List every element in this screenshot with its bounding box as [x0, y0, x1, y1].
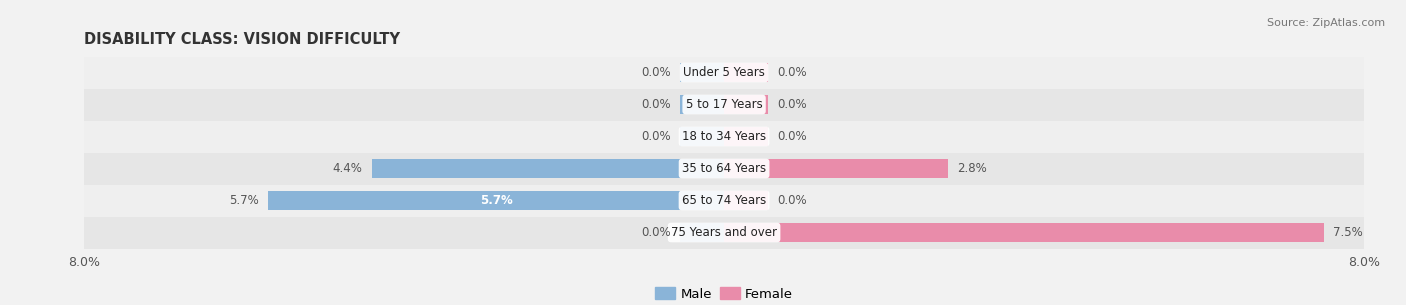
Bar — [84, 152, 1364, 185]
Bar — [269, 191, 724, 210]
Bar — [681, 127, 724, 146]
Bar — [681, 95, 724, 114]
Bar — [84, 217, 1364, 249]
Text: 5 to 17 Years: 5 to 17 Years — [686, 98, 762, 111]
Text: 65 to 74 Years: 65 to 74 Years — [682, 194, 766, 207]
Text: 0.0%: 0.0% — [641, 130, 671, 143]
Text: 7.5%: 7.5% — [1333, 226, 1364, 239]
Text: 4.4%: 4.4% — [333, 162, 363, 175]
Bar — [373, 159, 724, 178]
Text: 0.0%: 0.0% — [778, 194, 807, 207]
Legend: Male, Female: Male, Female — [650, 282, 799, 305]
Text: 0.0%: 0.0% — [778, 130, 807, 143]
Bar — [681, 223, 724, 242]
Text: 5.7%: 5.7% — [479, 194, 513, 207]
Text: Source: ZipAtlas.com: Source: ZipAtlas.com — [1267, 18, 1385, 28]
Text: DISABILITY CLASS: VISION DIFFICULTY: DISABILITY CLASS: VISION DIFFICULTY — [84, 32, 401, 47]
Bar — [84, 88, 1364, 120]
Text: 75 Years and over: 75 Years and over — [671, 226, 778, 239]
Text: 0.0%: 0.0% — [778, 66, 807, 79]
Text: 35 to 64 Years: 35 to 64 Years — [682, 162, 766, 175]
Bar — [724, 63, 768, 82]
Bar — [724, 191, 768, 210]
Bar — [724, 159, 948, 178]
Text: 0.0%: 0.0% — [778, 98, 807, 111]
Bar — [724, 95, 768, 114]
Bar — [84, 185, 1364, 217]
Text: Under 5 Years: Under 5 Years — [683, 66, 765, 79]
Bar — [84, 56, 1364, 88]
Bar — [84, 120, 1364, 152]
Text: 0.0%: 0.0% — [641, 98, 671, 111]
Bar — [724, 223, 1324, 242]
Bar — [724, 127, 768, 146]
Text: 2.8%: 2.8% — [957, 162, 987, 175]
Text: 5.7%: 5.7% — [229, 194, 259, 207]
Bar — [681, 63, 724, 82]
Text: 0.0%: 0.0% — [641, 66, 671, 79]
Text: 18 to 34 Years: 18 to 34 Years — [682, 130, 766, 143]
Text: 0.0%: 0.0% — [641, 226, 671, 239]
